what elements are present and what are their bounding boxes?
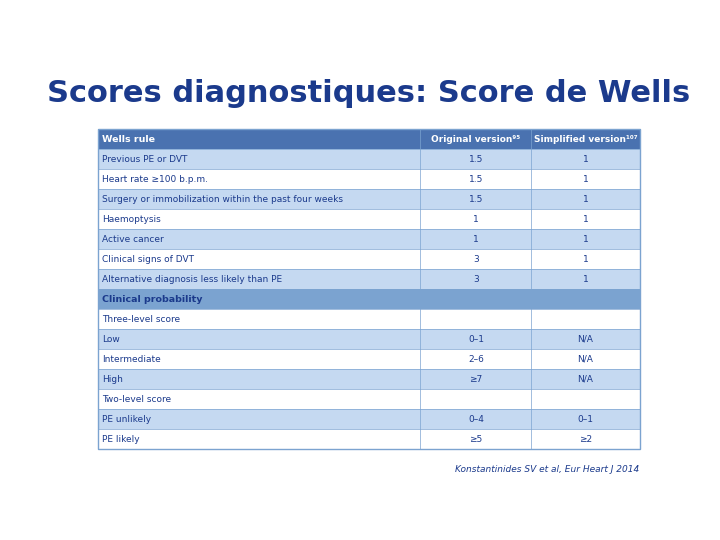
Text: 0–1: 0–1 — [468, 335, 484, 344]
Bar — [420, 129, 531, 149]
Text: Heart rate ≥100 b.p.m.: Heart rate ≥100 b.p.m. — [102, 175, 208, 184]
Text: 1: 1 — [582, 255, 588, 264]
Text: 3: 3 — [473, 255, 479, 264]
Text: Clinical probability: Clinical probability — [102, 295, 203, 304]
Text: Previous PE or DVT: Previous PE or DVT — [102, 155, 188, 164]
Text: ≥2: ≥2 — [579, 435, 592, 444]
Text: Haemoptysis: Haemoptysis — [102, 215, 161, 224]
Bar — [420, 230, 531, 249]
Bar — [99, 349, 420, 369]
Text: 1: 1 — [473, 235, 479, 244]
Text: 1: 1 — [582, 275, 588, 284]
Text: 2–6: 2–6 — [468, 355, 484, 364]
Text: Simplified version¹⁰⁷: Simplified version¹⁰⁷ — [534, 135, 637, 144]
Bar — [420, 409, 531, 429]
Text: Alternative diagnosis less likely than PE: Alternative diagnosis less likely than P… — [102, 275, 282, 284]
Bar — [531, 369, 639, 389]
Bar — [420, 149, 531, 169]
Text: Wells rule: Wells rule — [102, 135, 156, 144]
Text: Active cancer: Active cancer — [102, 235, 164, 244]
Text: N/A: N/A — [577, 375, 593, 384]
Bar — [420, 389, 531, 409]
Text: Surgery or immobilization within the past four weeks: Surgery or immobilization within the pas… — [102, 195, 343, 204]
Bar — [531, 269, 639, 289]
Bar — [99, 329, 420, 349]
Text: ≥5: ≥5 — [469, 435, 482, 444]
Text: Low: Low — [102, 335, 120, 344]
Bar — [531, 190, 639, 210]
Bar — [420, 329, 531, 349]
Bar — [531, 129, 639, 149]
Text: N/A: N/A — [577, 335, 593, 344]
Bar — [99, 409, 420, 429]
Text: 1: 1 — [582, 195, 588, 204]
Bar — [531, 210, 639, 230]
Bar — [99, 429, 420, 449]
Bar — [531, 309, 639, 329]
Text: 1: 1 — [582, 235, 588, 244]
Text: ≥7: ≥7 — [469, 375, 482, 384]
Text: PE likely: PE likely — [102, 435, 140, 444]
Text: 1.5: 1.5 — [469, 175, 483, 184]
Text: Clinical signs of DVT: Clinical signs of DVT — [102, 255, 194, 264]
Text: 1: 1 — [582, 175, 588, 184]
Bar — [531, 169, 639, 190]
Bar — [531, 349, 639, 369]
Bar — [99, 210, 420, 230]
Bar — [99, 169, 420, 190]
Text: Three-level score: Three-level score — [102, 315, 181, 324]
Text: 1: 1 — [582, 155, 588, 164]
Bar — [99, 149, 420, 169]
Bar — [99, 230, 420, 249]
Bar — [531, 149, 639, 169]
Text: Scores diagnostiques: Score de Wells: Scores diagnostiques: Score de Wells — [48, 79, 690, 109]
Bar — [420, 289, 531, 309]
Bar — [531, 230, 639, 249]
Text: Konstantinides SV et al, Eur Heart J 2014: Konstantinides SV et al, Eur Heart J 201… — [455, 465, 639, 474]
Text: Original version⁹⁵: Original version⁹⁵ — [431, 135, 521, 144]
Bar — [531, 329, 639, 349]
Bar — [420, 249, 531, 269]
Text: PE unlikely: PE unlikely — [102, 415, 151, 424]
Bar — [531, 429, 639, 449]
Bar — [99, 190, 420, 210]
Bar — [420, 269, 531, 289]
Bar — [531, 409, 639, 429]
Bar — [99, 309, 420, 329]
Bar — [531, 129, 639, 149]
Bar — [420, 169, 531, 190]
Text: 1: 1 — [582, 215, 588, 224]
Text: 3: 3 — [473, 275, 479, 284]
Bar — [99, 269, 420, 289]
Bar — [420, 369, 531, 389]
Bar — [99, 369, 420, 389]
Bar — [99, 129, 420, 149]
Text: High: High — [102, 375, 123, 384]
Bar — [99, 129, 420, 149]
Text: 1.5: 1.5 — [469, 155, 483, 164]
Bar — [99, 389, 420, 409]
Bar — [531, 249, 639, 269]
Bar — [420, 429, 531, 449]
Text: 0–4: 0–4 — [468, 415, 484, 424]
Text: Intermediate: Intermediate — [102, 355, 161, 364]
Bar — [531, 289, 639, 309]
Text: 0–1: 0–1 — [577, 415, 593, 424]
Bar — [420, 349, 531, 369]
Text: Two-level score: Two-level score — [102, 395, 171, 404]
Text: N/A: N/A — [577, 355, 593, 364]
Bar — [420, 210, 531, 230]
Bar — [99, 249, 420, 269]
Bar — [420, 129, 531, 149]
Text: 1.5: 1.5 — [469, 195, 483, 204]
Bar — [99, 289, 420, 309]
Bar — [420, 190, 531, 210]
Bar — [531, 389, 639, 409]
Bar — [420, 309, 531, 329]
Text: 1: 1 — [473, 215, 479, 224]
